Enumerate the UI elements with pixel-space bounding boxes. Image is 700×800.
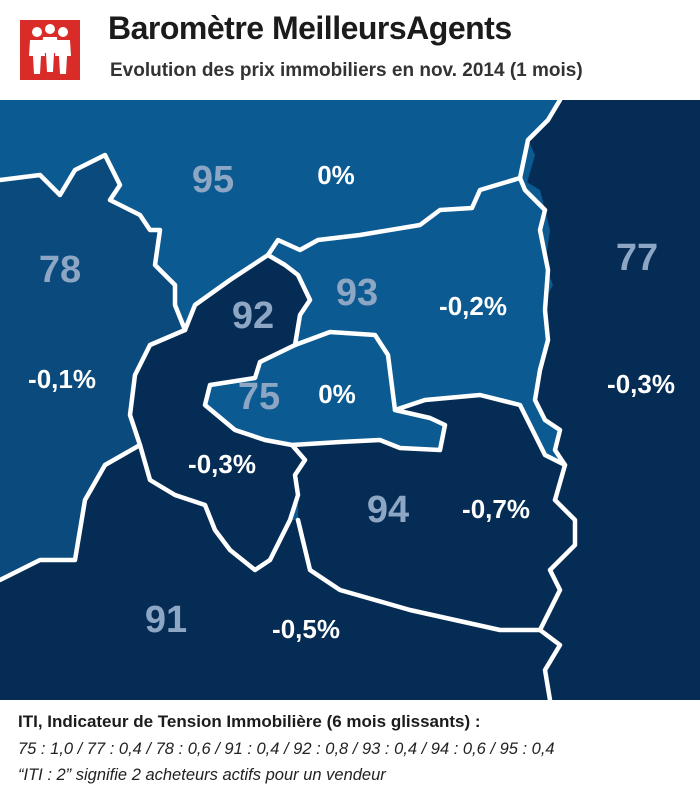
- dept-77-code: 77: [616, 237, 658, 279]
- page-title: Baromètre MeilleursAgents: [108, 10, 512, 46]
- dept-91-code: 91: [145, 599, 187, 641]
- border-92-outline: [137, 442, 308, 573]
- footer: ITI, Indicateur de Tension Immobilière (…: [0, 700, 700, 800]
- dept-95-code: 95: [192, 159, 234, 201]
- header: Baromètre MeilleursAgents Evolution des …: [0, 0, 700, 100]
- border-94-91: [295, 517, 543, 633]
- iti-title: ITI, Indicateur de Tension Immobilière (…: [18, 712, 481, 731]
- dept-92-code: 92: [232, 295, 274, 337]
- border-93-94: [392, 392, 568, 468]
- dept-93-code: 93: [336, 272, 378, 314]
- dept-93-shape: [268, 178, 565, 465]
- dept-92-value: -0,3%: [188, 449, 256, 479]
- dept-94-code: 94: [367, 489, 409, 531]
- dept-78-shape: [0, 155, 185, 580]
- border-94-77: [537, 497, 578, 700]
- dept-75-code: 75: [238, 376, 280, 418]
- dept-78-value: -0,1%: [28, 364, 96, 394]
- dept-94-value: -0,7%: [462, 494, 530, 524]
- dept-92-shape: [130, 255, 310, 570]
- dept-77-shape: [525, 100, 700, 700]
- dept-93-value: -0,2%: [439, 291, 507, 321]
- people-group-icon: [20, 20, 80, 80]
- page-subtitle: Evolution des prix immobiliers en nov. 2…: [110, 60, 583, 81]
- border-77-north: [517, 100, 563, 181]
- dept-94-shape: [292, 395, 575, 630]
- border-93-north: [265, 175, 568, 503]
- border-92-west: [0, 327, 188, 583]
- dept-91-shape: [0, 445, 560, 700]
- border-92-north: [182, 252, 313, 348]
- dept-77-value: -0,3%: [607, 369, 675, 399]
- iti-note: “ITI : 2” signifie 2 acheteurs actifs po…: [18, 766, 386, 784]
- dept-78-code: 78: [39, 249, 81, 291]
- border-78-95: [0, 152, 188, 333]
- iti-values: 75 : 1,0 / 77 : 0,4 / 78 : 0,6 / 91 : 0,…: [18, 740, 555, 758]
- dept-75-value: 0%: [318, 379, 356, 409]
- dept-91-value: -0,5%: [272, 614, 340, 644]
- border-75-paris: [202, 329, 448, 453]
- dept-95-value: 0%: [317, 160, 355, 190]
- departments-map: 95 0% 78 -0,1% 93 -0,2% 92 -0,3% 75 0% 7…: [0, 100, 700, 700]
